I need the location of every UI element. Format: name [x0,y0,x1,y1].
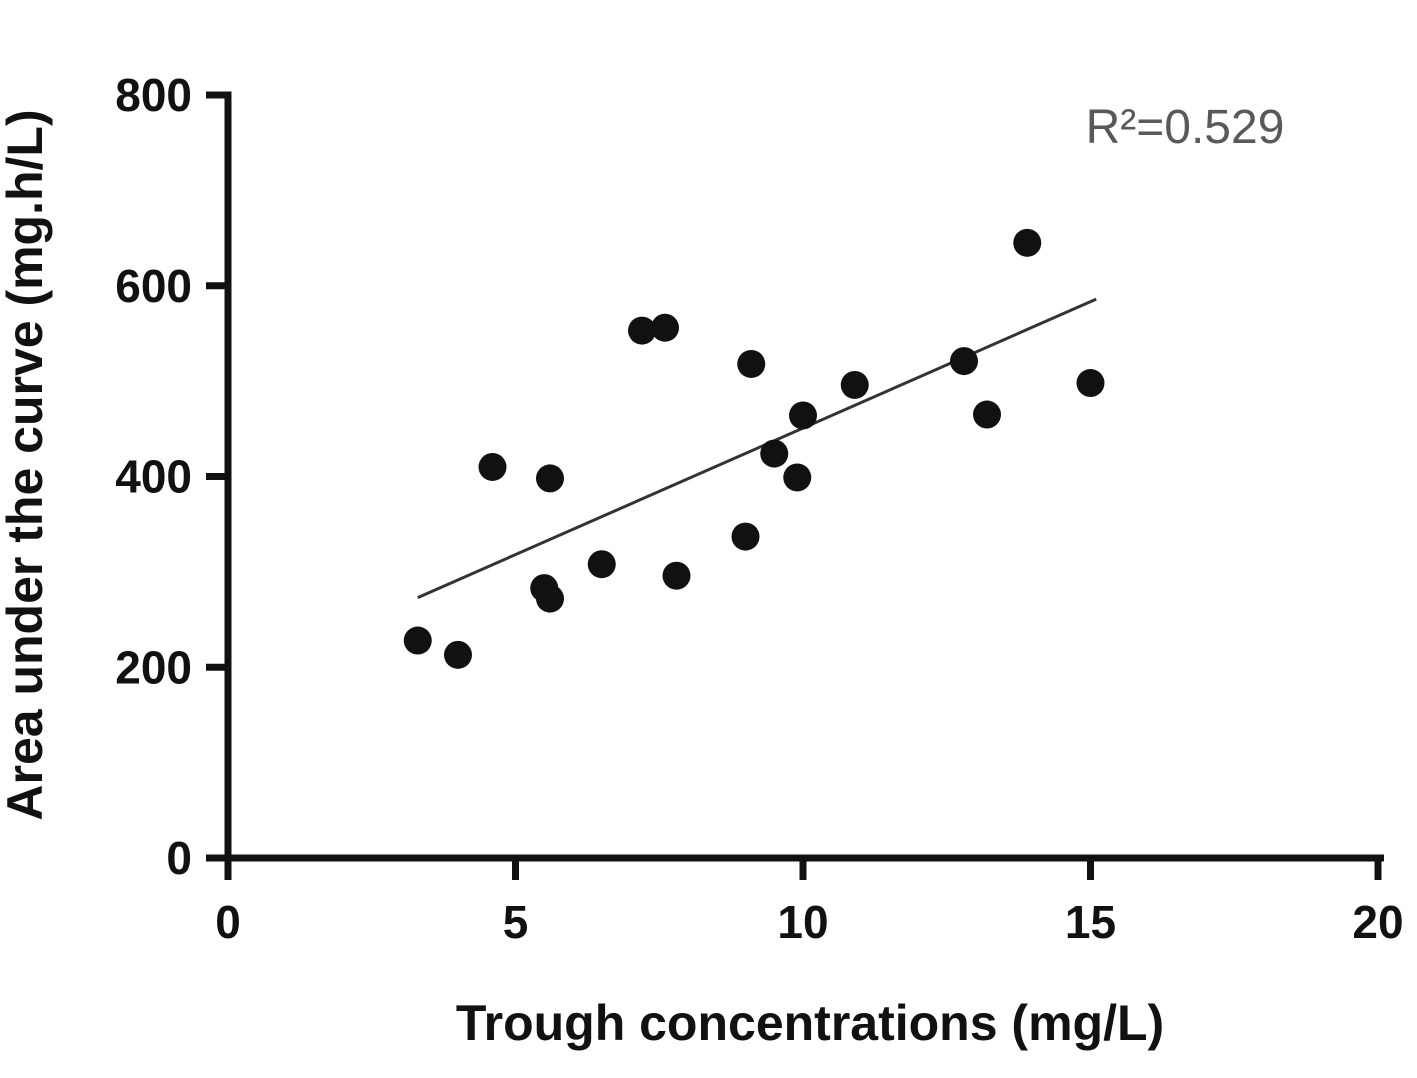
x-tick-label: 15 [1065,896,1116,948]
regression-trendline [417,297,1097,599]
data-point [536,464,564,493]
x-tick-label: 10 [777,896,828,948]
data-point [760,439,789,468]
y-tick-label: 200 [115,641,192,693]
data-point [628,316,656,345]
y-axis-label: Area under the curve (mg.h/L) [0,109,53,820]
data-point [478,452,507,481]
data-point [1076,369,1105,398]
data-point [973,400,1001,429]
x-tick-label: 0 [215,896,241,948]
data-point [444,640,472,669]
x-tick-label: 5 [503,896,529,948]
data-point [840,370,869,399]
data-point [950,347,978,376]
data-point [662,561,691,590]
data-point [731,522,760,551]
data-point [403,626,432,655]
data-point [587,550,616,579]
data-point [789,401,817,430]
x-tick-label: 20 [1352,896,1403,948]
y-tick-label: 0 [166,832,192,884]
y-tick-label: 800 [115,69,192,121]
y-tick-label: 600 [115,260,192,312]
data-point [737,349,766,378]
data-point [536,584,564,613]
axis-ticks [206,91,1382,880]
data-point [651,313,679,342]
trendline-segment [417,297,1097,599]
scatter-points [403,228,1105,669]
x-axis-label: Trough concentrations (mg/L) [456,995,1164,1051]
data-point [783,463,812,492]
r-squared-annotation: R²=0.529 [1086,101,1285,154]
y-tick-label: 400 [115,451,192,503]
data-point [1013,228,1042,257]
